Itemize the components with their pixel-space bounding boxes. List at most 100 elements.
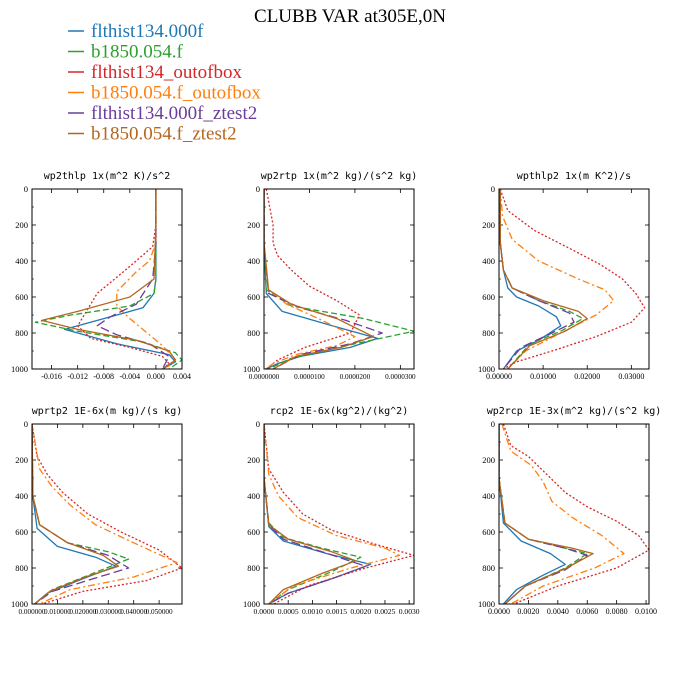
ytick-label-0-2: 400 [15, 256, 28, 266]
xtick-label-5-4: 0.0080 [606, 607, 628, 616]
panel-2: wpthlp2 1x(m K^2)/s 0 200 400 600 800 10000.00… [478, 171, 650, 381]
ytick-label-2-0: 0 [491, 184, 495, 194]
ytick-label-1-4: 800 [247, 328, 260, 338]
series-line-2-3 [499, 189, 615, 369]
series-line-4-2 [264, 424, 414, 604]
xtick-label-4-4: 0.0020 [350, 607, 371, 616]
ytick-label-5-0: 0 [491, 419, 495, 429]
ytick-label-0-1: 200 [15, 220, 28, 230]
series-line-1-5 [264, 189, 374, 369]
ytick-label-4-4: 800 [247, 563, 260, 573]
xtick-label-0-5: 0.004 [173, 372, 191, 381]
ytick-label-2-3: 600 [482, 292, 495, 302]
ytick-label-1-2: 400 [247, 256, 260, 266]
panel-frame-1 [263, 188, 415, 370]
series-line-4-1 [264, 424, 362, 604]
panel-0: wp2thlp 1x(m^2 K)/s^2 0 200 400 600 800 1000 -0… [11, 171, 191, 381]
ytick-label-5-1: 200 [482, 455, 495, 465]
ytick-label-3-4: 800 [15, 563, 28, 573]
ytick-label-3-2: 400 [15, 491, 28, 501]
panel-title-0: wp2thlp 1x(m^2 K)/s^2 [44, 171, 170, 182]
series-line-5-1 [499, 424, 588, 604]
ytick-label-4-1: 200 [247, 455, 260, 465]
xtick-label-3-4: 0.040000 [120, 608, 147, 616]
xtick-label-3-1: 0.010000 [44, 608, 71, 616]
ytick-label-1-0: 0 [256, 184, 260, 194]
xtick-label-2-0: 0.00000 [486, 372, 512, 381]
series-line-2-0 [499, 189, 562, 369]
series-line-2-2 [499, 189, 646, 369]
ytick-label-0-4: 800 [15, 328, 28, 338]
panel-frame-5 [498, 423, 650, 605]
ytick-label-4-3: 600 [247, 527, 260, 537]
panel-title-2: wpthlp2 1x(m K^2)/s [517, 171, 631, 182]
panel-3: wprtp2 1E-6x(m kg)/(s kg) 0 200 400 600 800 10… [11, 406, 183, 616]
xtick-label-3-0: 0.000000 [19, 608, 46, 616]
xtick-label-5-5: 0.0100 [635, 607, 657, 616]
xtick-label-0-3: -0.004 [119, 372, 140, 381]
series-line-1-2 [265, 189, 361, 369]
series-line-5-0 [499, 424, 566, 604]
series-line-0-1 [34, 189, 182, 369]
panel-5: wp2rcp 1E-3x(m^2 kg)/(s^2 kg) 0 200 400 600 8… [478, 406, 661, 616]
xtick-label-5-0: 0.0000 [488, 607, 510, 616]
ytick-label-0-0: 0 [24, 184, 28, 194]
ytick-label-1-1: 200 [247, 220, 260, 230]
legend-entry-4: flthist134.000f_ztest2 [91, 103, 257, 124]
xtick-label-0-2: -0.008 [93, 372, 114, 381]
panel-1: wp2rtp 1x(m^2 kg)/(s^2 kg)0 200 400 600 800 1… [243, 171, 417, 381]
ytick-label-3-1: 200 [15, 455, 28, 465]
series-line-2-1 [499, 189, 584, 369]
figure-title: CLUBB VAR at305E,0N [254, 6, 446, 27]
series-line-5-4 [499, 424, 588, 604]
series-line-4-3 [264, 424, 401, 604]
panels: wp2thlp 1x(m^2 K)/s^2 0 200 400 600 800 1000 -0… [11, 171, 661, 616]
ytick-label-4-5: 1000 [243, 599, 260, 609]
ytick-label-2-2: 400 [482, 256, 495, 266]
ytick-label-2-1: 200 [482, 220, 495, 230]
xtick-label-5-2: 0.0040 [547, 607, 569, 616]
xtick-label-1-1: 0.0000100 [294, 373, 325, 381]
series-line-5-2 [502, 424, 649, 604]
series-line-3-3 [32, 424, 178, 604]
series-line-0-5 [41, 189, 177, 369]
panel-frame-2 [498, 188, 650, 370]
ytick-label-3-3: 600 [15, 527, 28, 537]
legend: flthist134.000fb1850.054.fflthist134_out… [68, 21, 261, 145]
xtick-label-4-6: 0.0030 [399, 607, 420, 616]
panel-title-4: rcp2 1E-6x(kg^2)/(kg^2) [270, 406, 408, 417]
series-line-3-1 [32, 424, 130, 604]
panel-4: rcp2 1E-6x(kg^2)/(kg^2) 0 200 400 600 800 1000… [243, 406, 420, 616]
legend-entry-2: flthist134_outofbox [91, 62, 242, 83]
xtick-label-4-1: 0.0005 [278, 607, 299, 616]
series-line-2-5 [499, 189, 588, 369]
series-line-5-5 [499, 424, 594, 604]
xtick-label-0-1: -0.012 [67, 372, 88, 381]
ytick-label-5-5: 1000 [478, 599, 495, 609]
series-line-3-0 [32, 424, 117, 604]
series-line-3-4 [32, 424, 130, 604]
xtick-label-2-1: 0.01000 [530, 372, 556, 381]
series-line-0-0 [63, 189, 177, 369]
ytick-label-5-4: 800 [482, 563, 495, 573]
series-line-1-3 [264, 189, 356, 369]
ytick-label-2-4: 800 [482, 328, 495, 338]
xtick-label-3-5: 0.050000 [146, 608, 173, 616]
panel-title-1: wp2rtp 1x(m^2 kg)/(s^2 kg) [261, 171, 418, 182]
xtick-label-4-5: 0.0025 [375, 607, 396, 616]
xtick-label-0-4: 0.000 [147, 372, 165, 381]
xtick-label-5-1: 0.0020 [517, 607, 539, 616]
ytick-label-0-5: 1000 [11, 364, 28, 374]
series-line-0-3 [116, 189, 177, 369]
panel-title-3: wprtp2 1E-6x(m kg)/(s kg) [32, 406, 183, 417]
panel-frame-3 [31, 423, 183, 605]
series-line-1-1 [264, 189, 414, 369]
legend-entry-5: b1850.054.f_ztest2 [91, 124, 237, 145]
series-line-5-3 [501, 424, 625, 604]
panel-frame-0 [31, 188, 183, 370]
panel-title-5: wp2rcp 1E-3x(m^2 kg)/(s^2 kg) [487, 406, 662, 417]
xtick-label-4-0: 0.0000 [254, 607, 275, 616]
ytick-label-3-5: 1000 [11, 599, 28, 609]
